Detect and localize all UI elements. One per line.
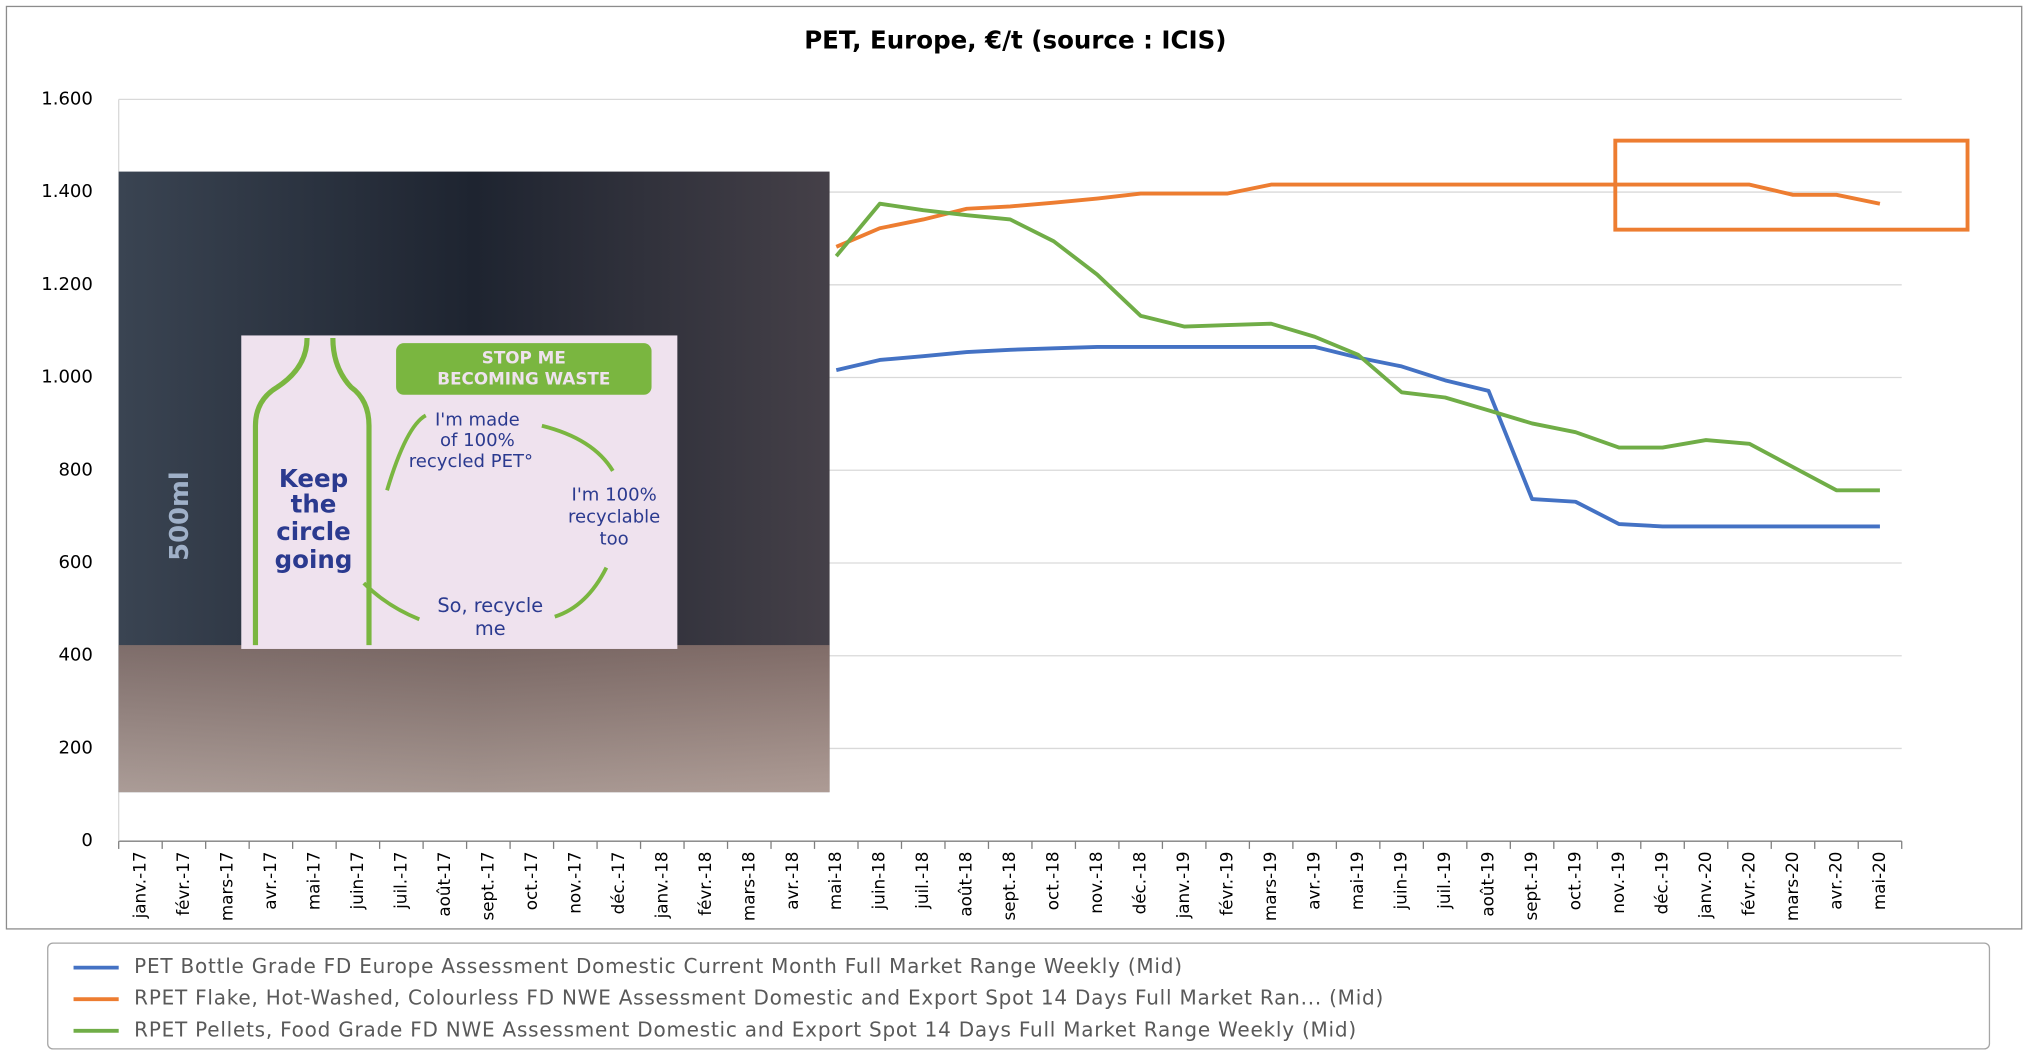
x-tick-label: nov.-18 (1086, 852, 1106, 914)
x-tick-label: déc.-18 (1130, 852, 1150, 915)
x-tick-label: août-19 (1478, 852, 1498, 917)
legend-label: RPET Flake, Hot-Washed, Colourless FD NW… (134, 986, 1384, 1010)
y-tick-label: 600 (58, 552, 92, 573)
x-tick-label: avr.-20 (1825, 852, 1845, 910)
photo-text: recyclable (568, 506, 660, 527)
photo-text: 500ml (165, 471, 195, 561)
page: PET, Europe, €/t (source : ICIS) 0 200 400… (0, 0, 2023, 1052)
x-tick-label: mai-19 (1347, 852, 1367, 911)
x-tick-label: juil.-17 (390, 852, 410, 910)
photo-text: STOP ME (482, 348, 566, 368)
y-tick-label: 1.400 (41, 181, 93, 202)
x-tick-label: mai-17 (303, 852, 323, 911)
x-tick-label: nov.-19 (1608, 852, 1628, 914)
y-tick-label: 0 (81, 830, 92, 851)
x-tick-label: déc.-19 (1652, 852, 1672, 915)
x-tick-label: mars-19 (1260, 852, 1280, 922)
x-tick-label: janv.-17 (129, 852, 149, 920)
x-tick-label: août-17 (434, 852, 454, 917)
photo-text: the (291, 490, 337, 519)
x-tick-label: juin-19 (1391, 852, 1411, 911)
x-tick-label: juil.-18 (912, 852, 932, 910)
x-tick-label: oct.-17 (521, 852, 541, 911)
y-tick-label: 1.000 (41, 367, 93, 388)
y-tick-label: 400 (58, 645, 92, 666)
photo-bottom (119, 645, 830, 792)
x-tick-label: janv.-19 (1173, 852, 1193, 920)
x-tick-label: févr.-19 (1217, 852, 1237, 916)
x-tick-label: sept.-18 (999, 852, 1019, 921)
photo-text: I'm 100% (572, 484, 657, 505)
chart-title: PET, Europe, €/t (source : ICIS) (804, 25, 1226, 54)
legend-label: PET Bottle Grade FD Europe Assessment Do… (134, 954, 1183, 978)
legend-label: RPET Pellets, Food Grade FD NWE Assessme… (134, 1017, 1357, 1041)
x-tick-label: sept.-19 (1521, 852, 1541, 921)
y-tick-label: 200 (58, 737, 92, 758)
x-tick-label: sept.-17 (477, 852, 497, 921)
x-tick-label: nov.-17 (564, 852, 584, 914)
x-tick-label: oct.-19 (1565, 852, 1585, 911)
x-tick-label: août-18 (956, 852, 976, 917)
x-tick-label: févr.-20 (1739, 852, 1759, 916)
x-tick-label: janv.-18 (651, 852, 671, 920)
photo-text: recycled PET° (409, 451, 533, 472)
x-tick-label: juil.-19 (1434, 852, 1454, 910)
x-tick-label: mars-18 (738, 852, 758, 922)
x-tick-label: avr.-19 (1304, 852, 1324, 910)
x-tick-label: mars-20 (1782, 852, 1802, 922)
photo-text: me (475, 617, 506, 640)
photo-text: I'm made (435, 410, 520, 431)
x-tick-label: mai-18 (825, 852, 845, 911)
x-tick-label: mai-20 (1869, 852, 1889, 911)
x-tick-label: juin-17 (347, 852, 367, 911)
x-tick-label: févr.-18 (695, 852, 715, 916)
photo-text: too (600, 528, 629, 549)
x-tick-label: avr.-18 (782, 852, 802, 910)
photo-text: BECOMING WASTE (437, 368, 610, 388)
x-tick-label: déc.-17 (608, 852, 628, 915)
x-tick-label: mars-17 (216, 852, 236, 922)
y-tick-label: 1.200 (41, 274, 93, 295)
x-tick-label: févr.-17 (173, 852, 193, 916)
photo-text: circle (276, 517, 351, 546)
x-tick-label: janv.-20 (1695, 852, 1715, 920)
photo-text: of 100% (440, 430, 515, 451)
y-tick-label: 800 (58, 459, 92, 480)
y-tick-label: 1.600 (41, 88, 93, 109)
x-tick-label: avr.-17 (260, 852, 280, 910)
photo-text: going (275, 545, 353, 574)
chart: PET, Europe, €/t (source : ICIS) 0 200 400… (0, 0, 2023, 1052)
x-tick-label: oct.-18 (1043, 852, 1063, 911)
photo-text: Keep (279, 464, 348, 493)
photo-text: So, recycle (437, 594, 543, 617)
x-tick-label: juin-18 (869, 852, 889, 911)
